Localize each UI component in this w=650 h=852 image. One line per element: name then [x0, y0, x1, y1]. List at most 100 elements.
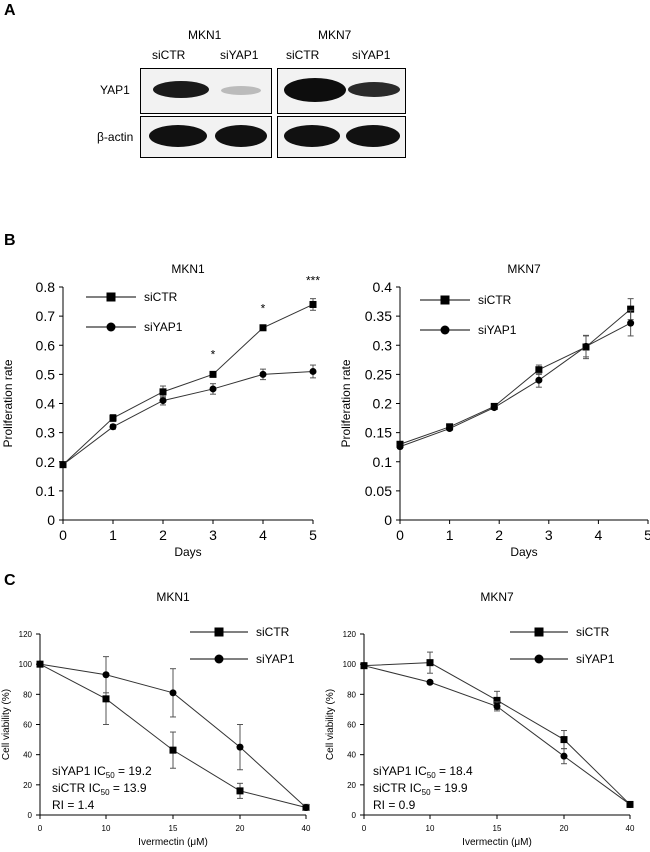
- data-point-siYAP1: [302, 803, 310, 811]
- y-tick-label: 100: [343, 660, 357, 669]
- stats-line: siYAP1 IC50 = 19.2: [52, 764, 152, 780]
- x-tick-label: 1: [446, 527, 454, 543]
- x-tick-label: 10: [426, 824, 435, 833]
- y-tick-label: 0.1: [373, 454, 393, 470]
- data-point-siYAP1: [59, 461, 67, 469]
- blot-band: [284, 78, 346, 102]
- series-line-siYAP1: [62, 370, 314, 466]
- data-point-siYAP1: [396, 443, 404, 451]
- legend-label: siCTR: [478, 293, 512, 307]
- legend-label: siCTR: [576, 625, 610, 639]
- y-tick-label: 60: [23, 721, 32, 730]
- y-tick-label: 20: [23, 781, 32, 790]
- panel-letter-c: C: [4, 572, 16, 589]
- data-point-siYAP1: [627, 319, 635, 327]
- y-tick-label: 120: [19, 630, 33, 639]
- legend-marker: [214, 654, 224, 664]
- stats-text: = 18.4: [436, 764, 473, 778]
- stats-line: siCTR IC50 = 13.9: [52, 781, 147, 797]
- data-point-siCTR: [102, 695, 110, 703]
- x-axis-label: Days: [510, 545, 537, 559]
- y-axis-label: Cell viability (%): [325, 689, 336, 760]
- x-axis-label: Ivermectin (μM): [462, 837, 532, 848]
- legend-marker: [440, 295, 450, 305]
- significance-mark: ***: [306, 274, 320, 288]
- data-point-siYAP1: [209, 385, 217, 393]
- stats-text: RI = 0.9: [373, 798, 416, 812]
- stats-text: siCTR IC: [373, 781, 422, 795]
- blot-row-label-yap1: YAP1: [100, 83, 130, 97]
- x-tick-label: 3: [209, 527, 217, 543]
- stats-text: = 19.2: [115, 764, 152, 778]
- y-tick-label: 100: [19, 660, 33, 669]
- x-tick-label: 2: [495, 527, 503, 543]
- blot-box-actin-mkn1: [140, 116, 272, 158]
- data-point-siCTR: [493, 696, 501, 704]
- x-tick-label: 40: [626, 824, 635, 833]
- legend-label: siCTR: [256, 625, 290, 639]
- data-point-siYAP1: [159, 397, 167, 405]
- stats-text: siCTR IC: [52, 781, 101, 795]
- x-tick-label: 1: [109, 527, 117, 543]
- chart-title: MKN7: [480, 590, 514, 604]
- blot-group-label-mkn1: MKN1: [188, 28, 222, 42]
- data-point-siYAP1: [236, 743, 244, 751]
- x-tick-label: 40: [302, 824, 311, 833]
- y-tick-label: 0.25: [365, 366, 392, 382]
- data-point-siCTR: [209, 370, 217, 378]
- data-point-siYAP1: [426, 678, 434, 686]
- stats-subscript: 50: [101, 788, 110, 797]
- data-point-siYAP1: [360, 662, 368, 670]
- data-point-siYAP1: [169, 689, 177, 697]
- y-tick-label: 0.3: [373, 337, 393, 353]
- legend-label: siYAP1: [144, 320, 183, 334]
- stats-text: siYAP1 IC: [52, 764, 106, 778]
- blot-band: [149, 125, 207, 147]
- y-tick-label: 80: [23, 690, 32, 699]
- data-point-siCTR: [535, 366, 543, 374]
- data-point-siCTR: [627, 305, 635, 313]
- legend-marker: [440, 325, 450, 335]
- data-point-siYAP1: [446, 425, 454, 433]
- data-point-siCTR: [236, 787, 244, 795]
- data-point-siCTR: [159, 388, 167, 396]
- chart-title: MKN1: [171, 262, 205, 276]
- legend-marker: [534, 627, 544, 637]
- blot-lane-label: siYAP1: [352, 48, 391, 62]
- x-tick-label: 15: [169, 824, 178, 833]
- legend-marker: [106, 292, 116, 302]
- x-tick-label: 15: [493, 824, 502, 833]
- data-point-siCTR: [259, 324, 267, 332]
- data-point-siYAP1: [109, 423, 117, 431]
- blot-band: [348, 82, 400, 97]
- y-axis-label: Proliferation rate: [339, 359, 353, 447]
- blot-band: [221, 86, 261, 95]
- x-tick-label: 5: [309, 527, 317, 543]
- y-tick-label: 0: [28, 811, 33, 820]
- y-tick-label: 0: [47, 512, 55, 528]
- x-tick-label: 5: [644, 527, 650, 543]
- data-point-siYAP1: [309, 367, 317, 375]
- x-tick-label: 3: [545, 527, 553, 543]
- series-line-siYAP1: [399, 322, 631, 448]
- stats-subscript: 50: [422, 788, 431, 797]
- x-tick-label: 20: [236, 824, 245, 833]
- x-tick-label: 20: [560, 824, 569, 833]
- data-point-siYAP1: [259, 370, 267, 378]
- stats-line: siCTR IC50 = 19.9: [373, 781, 468, 797]
- x-tick-label: 10: [102, 824, 111, 833]
- stats-line: siYAP1 IC50 = 18.4: [373, 764, 473, 780]
- legend-label: siYAP1: [478, 323, 517, 337]
- blot-box-actin-mkn7: [277, 116, 406, 158]
- y-tick-label: 0.3: [36, 425, 56, 441]
- y-tick-label: 0.1: [36, 483, 56, 499]
- y-tick-label: 0.5: [36, 366, 56, 382]
- stats-subscript: 50: [106, 771, 115, 780]
- data-point-siYAP1: [493, 702, 501, 710]
- data-point-siCTR: [560, 736, 568, 744]
- blot-box-yap1-mkn1: [140, 68, 272, 114]
- blot-band: [215, 125, 267, 147]
- data-point-siCTR: [309, 300, 317, 308]
- stats-text: = 13.9: [110, 781, 147, 795]
